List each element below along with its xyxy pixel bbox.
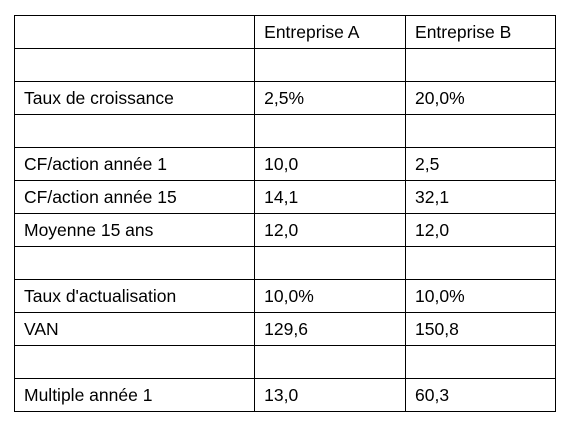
row: Taux d'actualisation 10,0% 10,0% (13, 279, 556, 313)
row-label: Multiple année 1 (13, 378, 256, 412)
cell: 12,0 (405, 213, 556, 247)
row: CF/action année 15 14,1 32,1 (13, 180, 556, 214)
row-label: VAN (13, 312, 256, 346)
spacer-row (13, 345, 556, 379)
cell: 10,0% (254, 279, 407, 313)
row: Multiple année 1 13,0 60,3 (13, 378, 556, 412)
cell: 150,8 (405, 312, 556, 346)
row-label: CF/action année 1 (13, 147, 256, 181)
cell: 10,0 (254, 147, 407, 181)
spacer-row (13, 246, 556, 280)
row: VAN 129,6 150,8 (13, 312, 556, 346)
cell: 2,5% (254, 81, 407, 115)
row-label: Taux d'actualisation (13, 279, 256, 313)
cell: 129,6 (254, 312, 407, 346)
row: Taux de croissance 2,5% 20,0% (13, 81, 556, 115)
row-label: Moyenne 15 ans (13, 213, 256, 247)
header-cell (13, 15, 256, 49)
spacer-row (13, 48, 556, 82)
cell: 12,0 (254, 213, 407, 247)
row-label: CF/action année 15 (13, 180, 256, 214)
spacer-row (13, 114, 556, 148)
row: Moyenne 15 ans 12,0 12,0 (13, 213, 556, 247)
cell: 60,3 (405, 378, 556, 412)
cell: 32,1 (405, 180, 556, 214)
row-label: Taux de croissance (13, 81, 256, 115)
header-cell: Entreprise A (254, 15, 407, 49)
cell: 20,0% (405, 81, 556, 115)
data-table: Entreprise A Entreprise B Taux de croiss… (13, 15, 556, 412)
cell: 14,1 (254, 180, 407, 214)
header-cell: Entreprise B (405, 15, 556, 49)
cell: 2,5 (405, 147, 556, 181)
row: CF/action année 1 10,0 2,5 (13, 147, 556, 181)
cell: 10,0% (405, 279, 556, 313)
header-row: Entreprise A Entreprise B (13, 15, 556, 49)
cell: 13,0 (254, 378, 407, 412)
